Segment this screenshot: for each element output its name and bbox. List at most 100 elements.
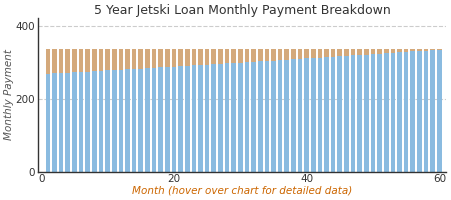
Bar	[218, 49, 223, 64]
Bar	[178, 49, 183, 66]
Bar	[138, 49, 143, 69]
Bar	[251, 62, 256, 172]
Bar	[172, 67, 176, 172]
Bar	[198, 65, 203, 172]
Bar	[132, 49, 137, 69]
Bar	[125, 49, 130, 69]
Bar	[371, 49, 375, 54]
Bar	[212, 49, 216, 64]
Bar	[417, 49, 422, 51]
X-axis label: Month (hover over chart for detailed data): Month (hover over chart for detailed dat…	[132, 186, 352, 196]
Bar	[85, 49, 90, 72]
Bar	[125, 69, 130, 172]
Bar	[185, 49, 189, 66]
Bar	[331, 49, 336, 57]
Bar	[357, 49, 362, 55]
Bar	[298, 59, 302, 172]
Bar	[46, 74, 50, 172]
Bar	[165, 49, 170, 67]
Bar	[172, 49, 176, 67]
Bar	[251, 49, 256, 62]
Bar	[377, 54, 382, 172]
Bar	[371, 54, 375, 172]
Bar	[304, 49, 309, 58]
Bar	[119, 70, 123, 172]
Bar	[351, 55, 355, 172]
Bar	[59, 49, 64, 73]
Bar	[205, 65, 209, 172]
Bar	[258, 49, 262, 61]
Bar	[59, 73, 64, 172]
Bar	[271, 61, 276, 172]
Bar	[265, 61, 269, 172]
Bar	[65, 49, 70, 73]
Bar	[52, 73, 57, 172]
Bar	[72, 49, 77, 72]
Bar	[152, 68, 156, 172]
Bar	[304, 58, 309, 172]
Bar	[92, 49, 97, 71]
Bar	[318, 58, 322, 172]
Bar	[132, 69, 137, 172]
Bar	[105, 70, 110, 172]
Bar	[192, 49, 196, 65]
Bar	[138, 69, 143, 172]
Bar	[357, 55, 362, 172]
Bar	[318, 49, 322, 58]
Bar	[238, 63, 243, 172]
Bar	[218, 64, 223, 172]
Bar	[291, 49, 296, 59]
Bar	[430, 50, 435, 172]
Bar	[231, 49, 236, 63]
Bar	[79, 49, 83, 72]
Bar	[404, 52, 409, 172]
Bar	[178, 66, 183, 172]
Bar	[285, 60, 289, 172]
Bar	[92, 71, 97, 172]
Bar	[337, 56, 342, 172]
Bar	[244, 62, 249, 172]
Bar	[145, 68, 150, 172]
Bar	[331, 57, 336, 172]
Bar	[225, 49, 230, 63]
Bar	[344, 49, 349, 56]
Y-axis label: Monthly Payment: Monthly Payment	[4, 49, 14, 140]
Bar	[430, 49, 435, 50]
Bar	[324, 57, 329, 172]
Bar	[364, 55, 368, 172]
Bar	[46, 49, 50, 74]
Bar	[105, 49, 110, 70]
Bar	[424, 51, 428, 172]
Bar	[324, 49, 329, 57]
Bar	[417, 51, 422, 172]
Bar	[397, 52, 402, 172]
Bar	[311, 58, 316, 172]
Bar	[85, 72, 90, 172]
Bar	[112, 70, 116, 172]
Bar	[384, 49, 389, 53]
Bar	[397, 49, 402, 52]
Bar	[238, 49, 243, 63]
Bar	[119, 49, 123, 70]
Bar	[99, 49, 103, 71]
Bar	[278, 49, 282, 60]
Bar	[311, 49, 316, 58]
Bar	[404, 49, 409, 52]
Bar	[344, 56, 349, 172]
Bar	[265, 49, 269, 61]
Bar	[298, 49, 302, 59]
Bar	[285, 49, 289, 60]
Bar	[410, 51, 415, 172]
Bar	[158, 49, 163, 67]
Bar	[112, 49, 116, 70]
Bar	[424, 49, 428, 51]
Bar	[337, 49, 342, 56]
Bar	[158, 67, 163, 172]
Bar	[351, 49, 355, 55]
Bar	[364, 49, 368, 55]
Bar	[212, 64, 216, 172]
Bar	[225, 63, 230, 172]
Bar	[198, 49, 203, 65]
Bar	[185, 66, 189, 172]
Bar	[72, 72, 77, 172]
